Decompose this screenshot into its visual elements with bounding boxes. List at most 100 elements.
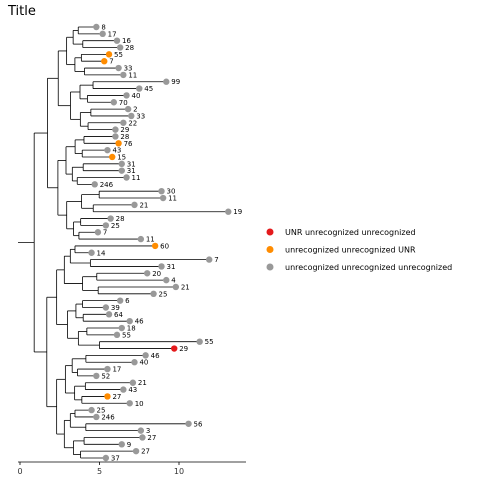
tip-point (116, 44, 124, 51)
tip-label: 17 (112, 366, 121, 374)
tip-point (142, 352, 149, 359)
tip-point (93, 23, 100, 31)
tip-point (118, 324, 125, 332)
tip-point (118, 160, 125, 168)
tip-label: 55 (114, 51, 123, 59)
tip-point (94, 229, 102, 236)
tip-point (225, 208, 232, 215)
tip-label: 25 (159, 290, 168, 298)
legend-label: unrecognized unrecognized unrecognized (285, 263, 452, 272)
tip-label: 46 (151, 352, 160, 360)
tip-label: 11 (128, 71, 137, 79)
tip-point (105, 311, 113, 318)
chart-title: Title (7, 4, 36, 19)
x-tick-label: 5 (97, 467, 102, 476)
tip-point (137, 235, 145, 243)
tip-point (104, 393, 111, 400)
tip-label: 70 (119, 99, 128, 107)
tip-point (102, 304, 110, 311)
tip-point (158, 187, 165, 195)
tip-point (110, 99, 118, 106)
tip-label: 31 (127, 160, 136, 168)
tip-point (116, 297, 124, 304)
tip-label: 9 (127, 441, 131, 449)
tip-point (137, 427, 145, 434)
tip-point (109, 153, 116, 161)
tip-label: 55 (122, 331, 131, 339)
tip-point (123, 174, 130, 181)
tip-point (118, 167, 125, 174)
tip-point (99, 30, 106, 38)
tip-label: 28 (116, 215, 125, 223)
tip-point (151, 242, 159, 250)
tip-label: 28 (125, 44, 134, 52)
tip-point (107, 215, 114, 222)
tip-label: 16 (122, 37, 131, 45)
tree-edges (18, 26, 229, 459)
tip-point (136, 85, 143, 92)
tip-point (88, 249, 95, 256)
tip-point (131, 359, 138, 366)
tip-label: 30 (167, 188, 176, 196)
tip-label: 40 (139, 359, 148, 367)
tip-label: 45 (144, 85, 153, 93)
tip-label: 7 (214, 256, 218, 264)
tip-label: 76 (124, 140, 133, 148)
tip-point (126, 400, 133, 407)
tip-point (93, 372, 100, 380)
tip-point (104, 146, 111, 154)
tip-point (120, 71, 127, 79)
tip-point (206, 256, 213, 263)
tip-label: 19 (233, 208, 242, 216)
tip-point (104, 365, 111, 373)
tip-label: 64 (114, 311, 123, 319)
tip-point (131, 201, 138, 209)
legend-swatch (266, 228, 274, 236)
tip-label: 28 (120, 133, 129, 141)
tip-label: 43 (112, 147, 121, 155)
tip-label: 7 (103, 229, 107, 237)
tip-label: 29 (179, 345, 188, 353)
tip-point (126, 317, 133, 325)
tip-label: 22 (128, 119, 137, 127)
tip-label: 27 (141, 448, 150, 456)
tip-point (196, 338, 203, 345)
tip-label: 40 (132, 92, 141, 100)
tip-point (163, 276, 170, 284)
tip-label: 18 (127, 325, 136, 333)
tip-point (115, 64, 122, 72)
tip-label: 21 (181, 283, 190, 291)
tip-point (120, 386, 127, 393)
tip-label: 56 (194, 420, 203, 428)
tip-label: 15 (117, 153, 126, 161)
tip-label: 2 (133, 106, 137, 114)
tip-label: 14 (97, 249, 106, 257)
legend-swatch (266, 263, 274, 271)
x-tick-label: 0 (17, 467, 22, 476)
tip-point (102, 222, 110, 229)
tip-point (113, 331, 121, 339)
tip-point (163, 78, 170, 85)
tip-label: 31 (127, 167, 136, 175)
tip-point (129, 379, 137, 386)
tip-point (185, 420, 192, 427)
tree-tips: 8171628557331199454070233222928764315313… (88, 24, 242, 463)
tip-label: 11 (132, 174, 141, 182)
tip-point (171, 345, 178, 352)
tip-point (124, 105, 132, 113)
tip-label: 11 (168, 195, 177, 203)
tip-label: 3 (146, 427, 150, 435)
tip-label: 21 (139, 201, 148, 209)
tip-point (172, 283, 180, 291)
tip-point (105, 51, 113, 58)
tip-point (118, 441, 125, 448)
tip-label: 46 (135, 318, 144, 326)
tip-label: 7 (109, 58, 113, 66)
tip-point (120, 119, 127, 126)
legend-swatch (266, 246, 274, 253)
tip-point (112, 126, 119, 133)
tip-point (115, 140, 122, 147)
tip-label: 31 (167, 263, 176, 271)
tip-point (128, 112, 135, 120)
tip-label: 27 (147, 434, 156, 442)
